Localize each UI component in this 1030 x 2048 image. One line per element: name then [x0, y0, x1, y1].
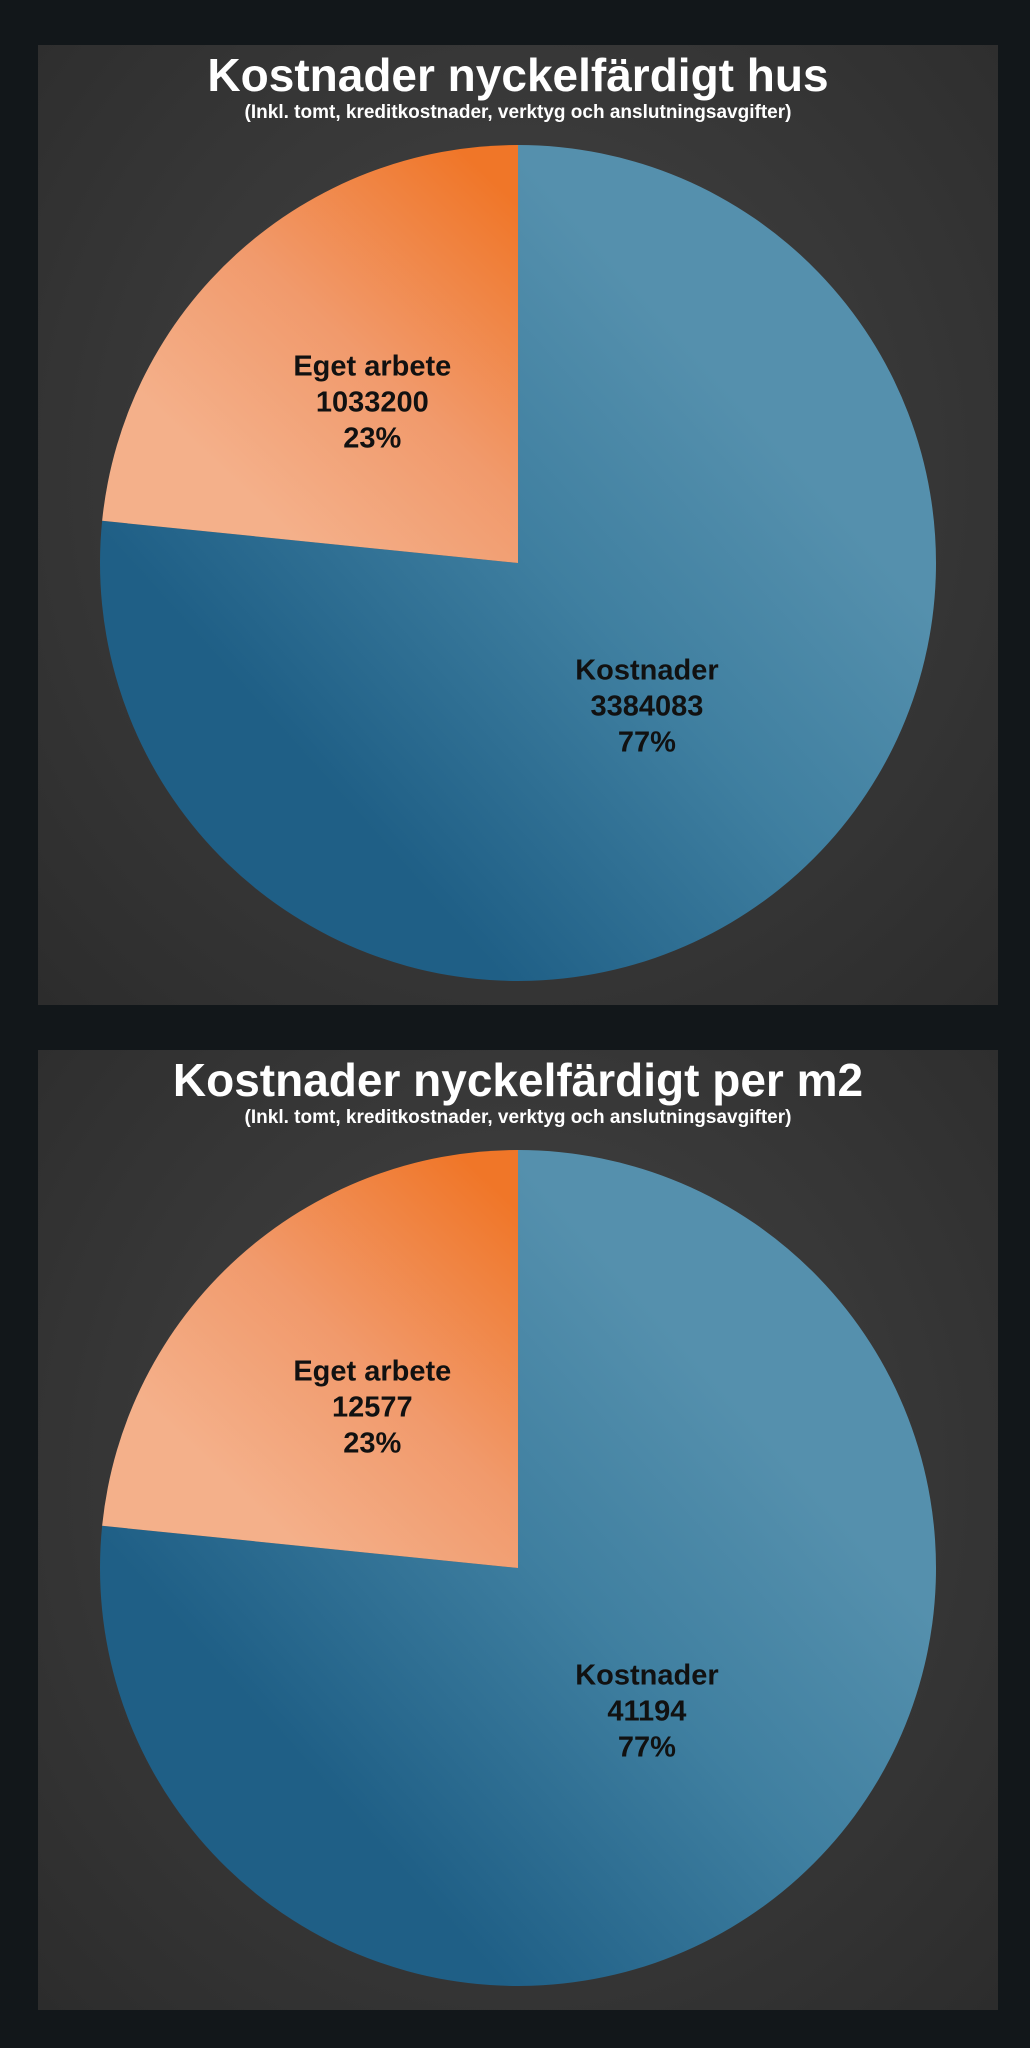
slice-label-name: Kostnader: [575, 655, 718, 687]
chart-title: Kostnader nyckelfärdigt per m2: [172, 1054, 864, 1106]
chart-title: Kostnader nyckelfärdigt hus: [207, 49, 829, 101]
slice-label-percent: 23%: [343, 1428, 401, 1460]
chart-panel-m2: Kostnader nyckelfärdigt per m2 (Inkl. to…: [38, 1050, 998, 2010]
pie-chart-m2: Kostnader 41194 77% Eget arbete 12577 23%: [100, 1150, 937, 1986]
pie-chart-hus: Kostnader 3384083 77% Eget arbete 1033200 23%: [100, 145, 937, 981]
chart-panel-hus: Kostnader nyckelfärdigt hus (Inkl. tomt,…: [38, 45, 998, 1005]
slice-label-percent: 77%: [618, 727, 676, 759]
slice-label-value: 41194: [607, 1696, 686, 1728]
slice-label-name: Eget arbete: [293, 1356, 451, 1388]
chart-subtitle: (Inkl. tomt, kreditkostnader, verktyg oc…: [244, 102, 792, 123]
pie-slice-eget-arbete: [102, 145, 518, 563]
slice-label-percent: 77%: [618, 1732, 676, 1764]
pie-slice-eget-arbete: [102, 1150, 518, 1568]
pie-slice-kostnader: [100, 1150, 937, 1986]
slice-label-name: Eget arbete: [293, 351, 451, 383]
slice-label-name: Kostnader: [575, 1660, 718, 1692]
slice-label-percent: 23%: [343, 423, 401, 455]
pie-slice-kostnader: [100, 145, 937, 981]
slice-label-value: 3384083: [590, 691, 703, 723]
slice-label-value: 1033200: [316, 387, 429, 419]
chart-subtitle: (Inkl. tomt, kreditkostnader, verktyg oc…: [244, 1107, 792, 1128]
slice-label-value: 12577: [332, 1392, 413, 1424]
